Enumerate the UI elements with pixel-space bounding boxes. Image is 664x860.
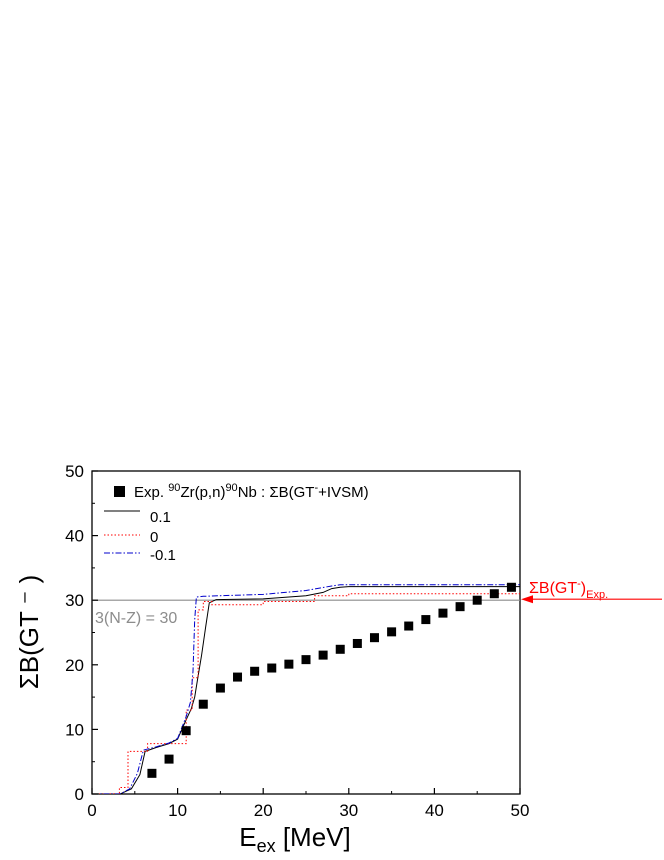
exp-data-point bbox=[284, 659, 294, 669]
y-tick-label: 30 bbox=[65, 591, 84, 610]
exp-data-point bbox=[147, 768, 157, 778]
legend-label-exp: Exp. 90Zr(p,n)90Nb : ΣB(GT-+IVSM) bbox=[134, 482, 369, 501]
x-tick-label: 40 bbox=[425, 801, 444, 820]
arrow-head-icon bbox=[521, 595, 533, 604]
x-tick-label: 50 bbox=[511, 801, 530, 820]
exp-data-point bbox=[489, 589, 499, 599]
legend-label-0.1: 0.1 bbox=[150, 509, 171, 526]
exp-data-point bbox=[421, 615, 431, 625]
exp-data-point bbox=[301, 655, 311, 665]
exp-data-point bbox=[352, 638, 362, 648]
exp-data-point bbox=[472, 595, 482, 605]
y-axis-label: ΣB(GT ⁻ ) bbox=[14, 575, 44, 690]
reference-line-label: 3(N-Z) = 30 bbox=[95, 610, 177, 627]
exp-data-point bbox=[267, 663, 277, 673]
exp-data-point bbox=[233, 672, 243, 682]
exp-data-point bbox=[198, 699, 208, 709]
legend-label-0: 0 bbox=[150, 529, 158, 546]
exp-data-point bbox=[438, 608, 448, 618]
experimental-sum-annotation: ΣB(GT-)Exp. bbox=[521, 578, 662, 604]
exp-data-point bbox=[250, 666, 260, 676]
exp-data-point bbox=[181, 726, 191, 736]
y-tick-label: 10 bbox=[65, 720, 84, 739]
y-tick-label: 0 bbox=[75, 785, 84, 804]
exp-data-point bbox=[164, 754, 174, 764]
experimental-points bbox=[147, 582, 516, 778]
x-tick-label: 30 bbox=[339, 801, 358, 820]
x-tick-label: 0 bbox=[87, 801, 96, 820]
legend: Exp. 90Zr(p,n)90Nb : ΣB(GT-+IVSM) 0.1 0 … bbox=[104, 482, 369, 564]
x-tick-label: 20 bbox=[254, 801, 273, 820]
y-axis-ticks: 0 10 20 30 40 50 bbox=[65, 462, 98, 804]
exp-data-point bbox=[369, 633, 379, 643]
exp-data-point bbox=[387, 627, 397, 637]
y-tick-label: 50 bbox=[65, 462, 84, 481]
experimental-sum-label: ΣB(GT-)Exp. bbox=[529, 578, 608, 601]
series-line-0.1 bbox=[92, 586, 520, 794]
exp-data-point bbox=[318, 650, 328, 660]
y-tick-label: 20 bbox=[65, 656, 84, 675]
exp-data-point bbox=[404, 621, 414, 631]
legend-marker-exp bbox=[114, 486, 125, 497]
x-axis-ticks: 0 10 20 30 40 50 bbox=[87, 788, 529, 820]
exp-data-point bbox=[506, 582, 516, 592]
legend-label-minus-0.1: -0.1 bbox=[150, 547, 176, 564]
x-axis-label: Eex [MeV] bbox=[239, 822, 351, 856]
exp-data-point bbox=[215, 683, 225, 693]
exp-data-point bbox=[335, 644, 345, 654]
x-tick-label: 10 bbox=[168, 801, 187, 820]
series-line-0 bbox=[92, 593, 520, 794]
y-tick-label: 40 bbox=[65, 527, 84, 546]
exp-data-point bbox=[455, 602, 465, 612]
